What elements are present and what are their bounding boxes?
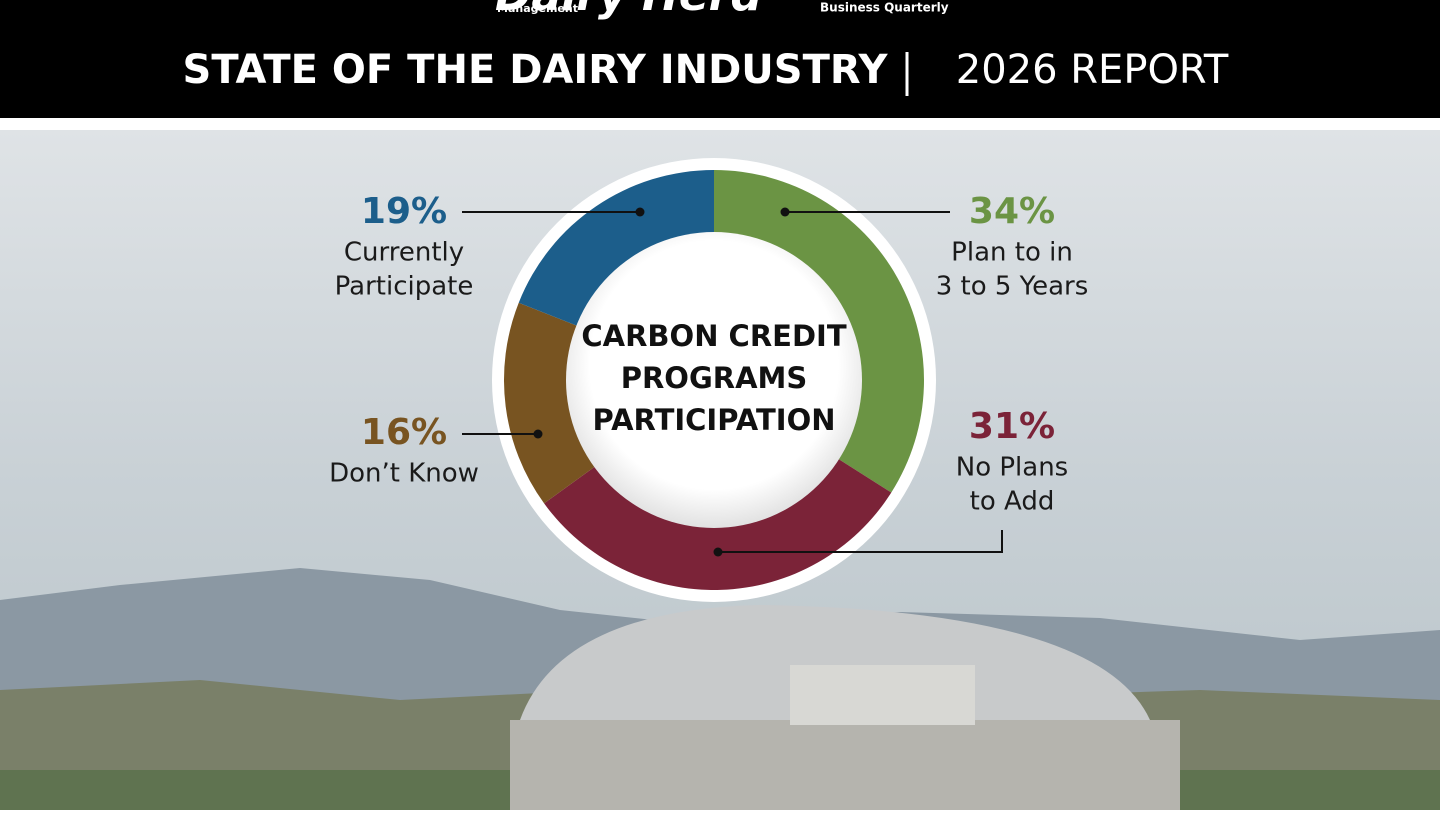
value-label: 34% xyxy=(969,191,1055,232)
donut-slice xyxy=(518,170,714,327)
category-label: 3 to 5 Years xyxy=(936,272,1089,302)
center-title: PROGRAMS xyxy=(621,361,808,395)
donut-slice xyxy=(544,458,892,590)
leader-line xyxy=(718,530,1003,553)
report-year: 2026 REPORT xyxy=(956,47,1229,93)
center-title: PARTICIPATION xyxy=(593,403,836,437)
leader-dot xyxy=(635,207,645,217)
category-label: Don’t Know xyxy=(329,459,479,489)
tagline: Business Quarterly xyxy=(820,1,949,15)
building xyxy=(790,665,975,725)
donut-slice xyxy=(504,302,596,504)
header-bar xyxy=(0,0,1440,118)
digester-tank xyxy=(510,720,1180,810)
category-label: Currently xyxy=(344,238,464,268)
logo: Dairy Herd xyxy=(495,0,762,21)
value-label: 31% xyxy=(969,406,1055,447)
header-rule xyxy=(0,118,1440,130)
digester-dome xyxy=(520,605,1150,720)
category-label: No Plans xyxy=(956,453,1068,483)
leader-dot xyxy=(713,547,723,557)
center-title: CARBON CREDIT xyxy=(581,319,846,353)
category-label: Plan to in xyxy=(951,238,1073,268)
value-label: 16% xyxy=(361,412,447,453)
category-label: to Add xyxy=(970,487,1055,517)
value-label: 19% xyxy=(361,191,447,232)
category-label: Participate xyxy=(335,272,474,302)
leader-dot xyxy=(533,429,543,439)
header-title: STATE OF THE DAIRY INDUSTRY xyxy=(183,47,889,93)
donut-slice xyxy=(714,170,924,493)
logo-sub: Management xyxy=(497,2,578,15)
donut-hub xyxy=(566,232,862,528)
leader-dot xyxy=(780,207,790,217)
